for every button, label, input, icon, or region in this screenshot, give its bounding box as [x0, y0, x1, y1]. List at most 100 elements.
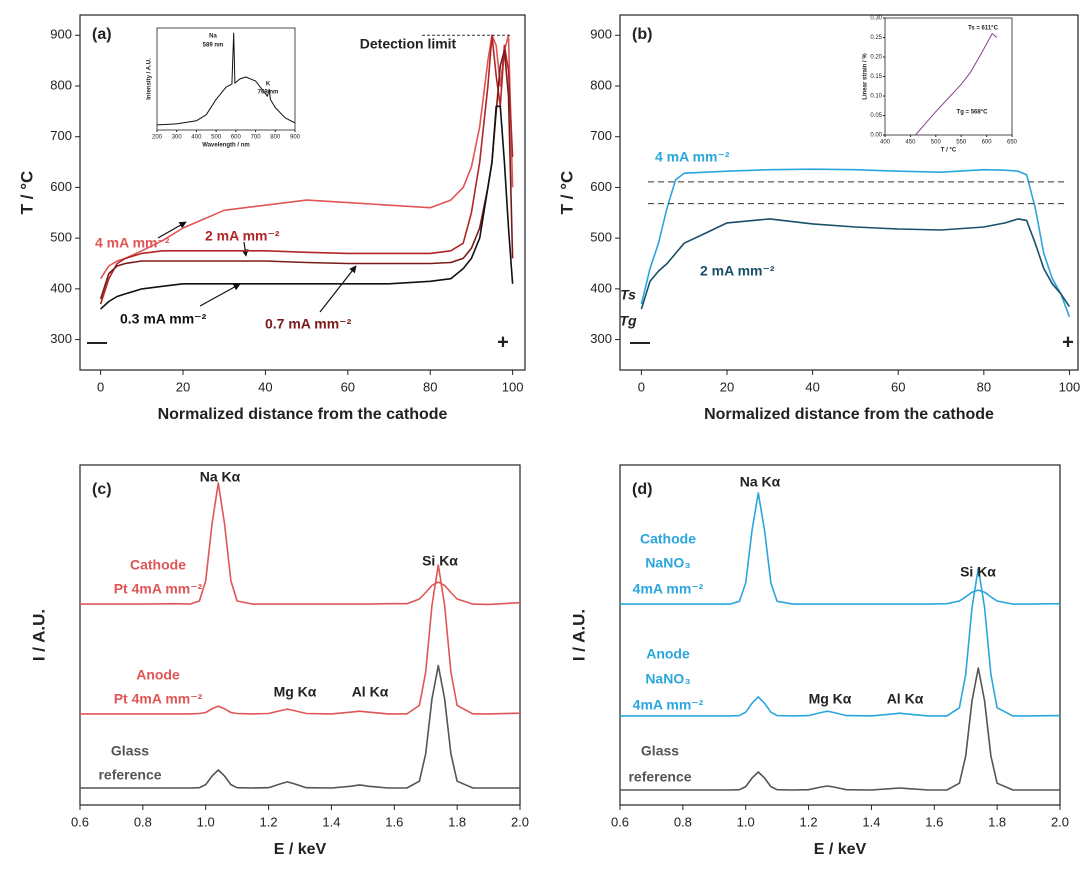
inset-annotation: Ts = 611°C	[968, 26, 998, 32]
y-tick-label: 600	[50, 179, 72, 194]
series-label: 0.7 mA mm⁻²	[265, 316, 352, 332]
y-tick-label: 0.10	[870, 94, 882, 100]
series-line	[99, 49, 514, 300]
x-tick-label: 300	[172, 135, 183, 141]
x-tick-label: 0	[638, 379, 645, 394]
y-tick-label: 500	[590, 230, 612, 245]
series-line	[640, 218, 1071, 310]
x-tick-label: 1.4	[862, 814, 880, 829]
x-tick-label: 550	[956, 140, 967, 146]
y-tick-label: 0.25	[870, 35, 882, 41]
x-tick-label: 1.2	[260, 814, 278, 829]
series-label: Anode	[136, 667, 180, 683]
annotation: Al Kα	[887, 691, 924, 707]
y-tick-label: 300	[50, 331, 72, 346]
series-label: 4mA mm⁻²	[633, 581, 704, 597]
x-tick-label: 0.6	[71, 814, 89, 829]
x-tick-label: 900	[290, 135, 301, 141]
series-label: 2 mA mm⁻²	[700, 263, 775, 279]
x-tick-label: 1.8	[448, 814, 466, 829]
x-tick-label: 20	[176, 379, 190, 394]
x-tick-label: 500	[931, 140, 942, 146]
y-tick-label: 800	[50, 77, 72, 92]
reference-label: Detection limit	[360, 36, 457, 52]
inset-frame	[156, 27, 296, 131]
x-axis-label: Normalized distance from the cathode	[704, 406, 994, 423]
inset-frame	[884, 17, 1013, 136]
x-tick-label: 1.4	[322, 814, 340, 829]
y-tick-label: 500	[50, 230, 72, 245]
x-axis-label: Wavelength / nm	[202, 143, 249, 149]
y-tick-label: 600	[590, 179, 612, 194]
plot-frame	[79, 14, 526, 371]
y-tick-label: 400	[50, 280, 72, 295]
y-tick-label: 700	[590, 128, 612, 143]
x-tick-label: 60	[341, 379, 355, 394]
series-line	[620, 667, 1060, 791]
arrow	[241, 241, 249, 257]
series-line	[99, 34, 514, 305]
x-tick-label: 0.8	[674, 814, 692, 829]
inset-annotation: K	[266, 82, 271, 88]
series-label: Cathode	[640, 531, 696, 547]
x-tick-label: 100	[502, 379, 524, 394]
inset-annotation: 589 nm	[203, 43, 224, 49]
x-tick-label: 0.6	[611, 814, 629, 829]
annotation: +	[497, 331, 509, 353]
series-label: 4 mA mm⁻²	[95, 235, 170, 251]
y-axis-label: T / °C	[17, 171, 36, 215]
x-axis-label: E / keV	[814, 841, 867, 858]
reference-label: Tg	[619, 313, 637, 329]
annotation: Al Kα	[352, 684, 389, 700]
y-tick-label: 800	[590, 77, 612, 92]
x-tick-label: 80	[977, 379, 991, 394]
panel-label: (d)	[632, 481, 652, 498]
annotation: Si Kα	[960, 564, 996, 580]
panel-label: (a)	[92, 26, 112, 43]
x-tick-label: 500	[211, 135, 222, 141]
y-tick-label: 0.00	[870, 133, 882, 139]
x-tick-label: 450	[905, 140, 916, 146]
series-line	[156, 32, 296, 126]
x-tick-label: 200	[152, 135, 163, 141]
x-tick-label: 40	[258, 379, 272, 394]
y-tick-label: 700	[50, 128, 72, 143]
x-tick-label: 1.8	[988, 814, 1006, 829]
series-label: reference	[98, 767, 161, 783]
x-tick-label: 600	[982, 140, 993, 146]
x-tick-label: 800	[270, 135, 281, 141]
series-label: Pt 4mA mm⁻²	[114, 691, 203, 707]
panel-label: (c)	[92, 481, 112, 498]
arrow	[319, 265, 357, 313]
inset-annotation: Tg = 568°C	[957, 110, 989, 116]
annotation: Si Kα	[422, 553, 458, 569]
series-label: 2 mA mm⁻²	[205, 228, 280, 244]
series-line	[99, 34, 514, 280]
series-line	[100, 105, 514, 310]
annotation: Mg Kα	[809, 691, 852, 707]
x-tick-label: 700	[251, 135, 262, 141]
series-label: Anode	[646, 646, 690, 662]
y-axis-label: Linear strain / %	[863, 53, 869, 100]
x-tick-label: 2.0	[1051, 814, 1069, 829]
series-line	[80, 664, 520, 789]
series-label: NaNO₃	[645, 555, 690, 571]
x-axis-label: Normalized distance from the cathode	[158, 406, 448, 423]
plot-frame	[79, 464, 521, 806]
reference-label: Ts	[620, 287, 636, 303]
series-line	[640, 168, 1071, 318]
y-tick-label: 300	[590, 331, 612, 346]
y-tick-label: 0.05	[870, 113, 882, 119]
inset-annotation: Na	[209, 34, 217, 40]
x-tick-label: 1.2	[800, 814, 818, 829]
y-tick-label: 0.30	[870, 16, 882, 22]
x-tick-label: 1.6	[925, 814, 943, 829]
series-label: Glass	[111, 743, 149, 759]
annotation: Na Kα	[740, 474, 781, 490]
plot-frame	[619, 14, 1079, 371]
series-line	[620, 567, 1061, 717]
series-line	[80, 564, 521, 715]
y-tick-label: 0.20	[870, 55, 882, 61]
inset-annotation: 769 nm	[258, 90, 279, 96]
x-tick-label: 1.6	[385, 814, 403, 829]
